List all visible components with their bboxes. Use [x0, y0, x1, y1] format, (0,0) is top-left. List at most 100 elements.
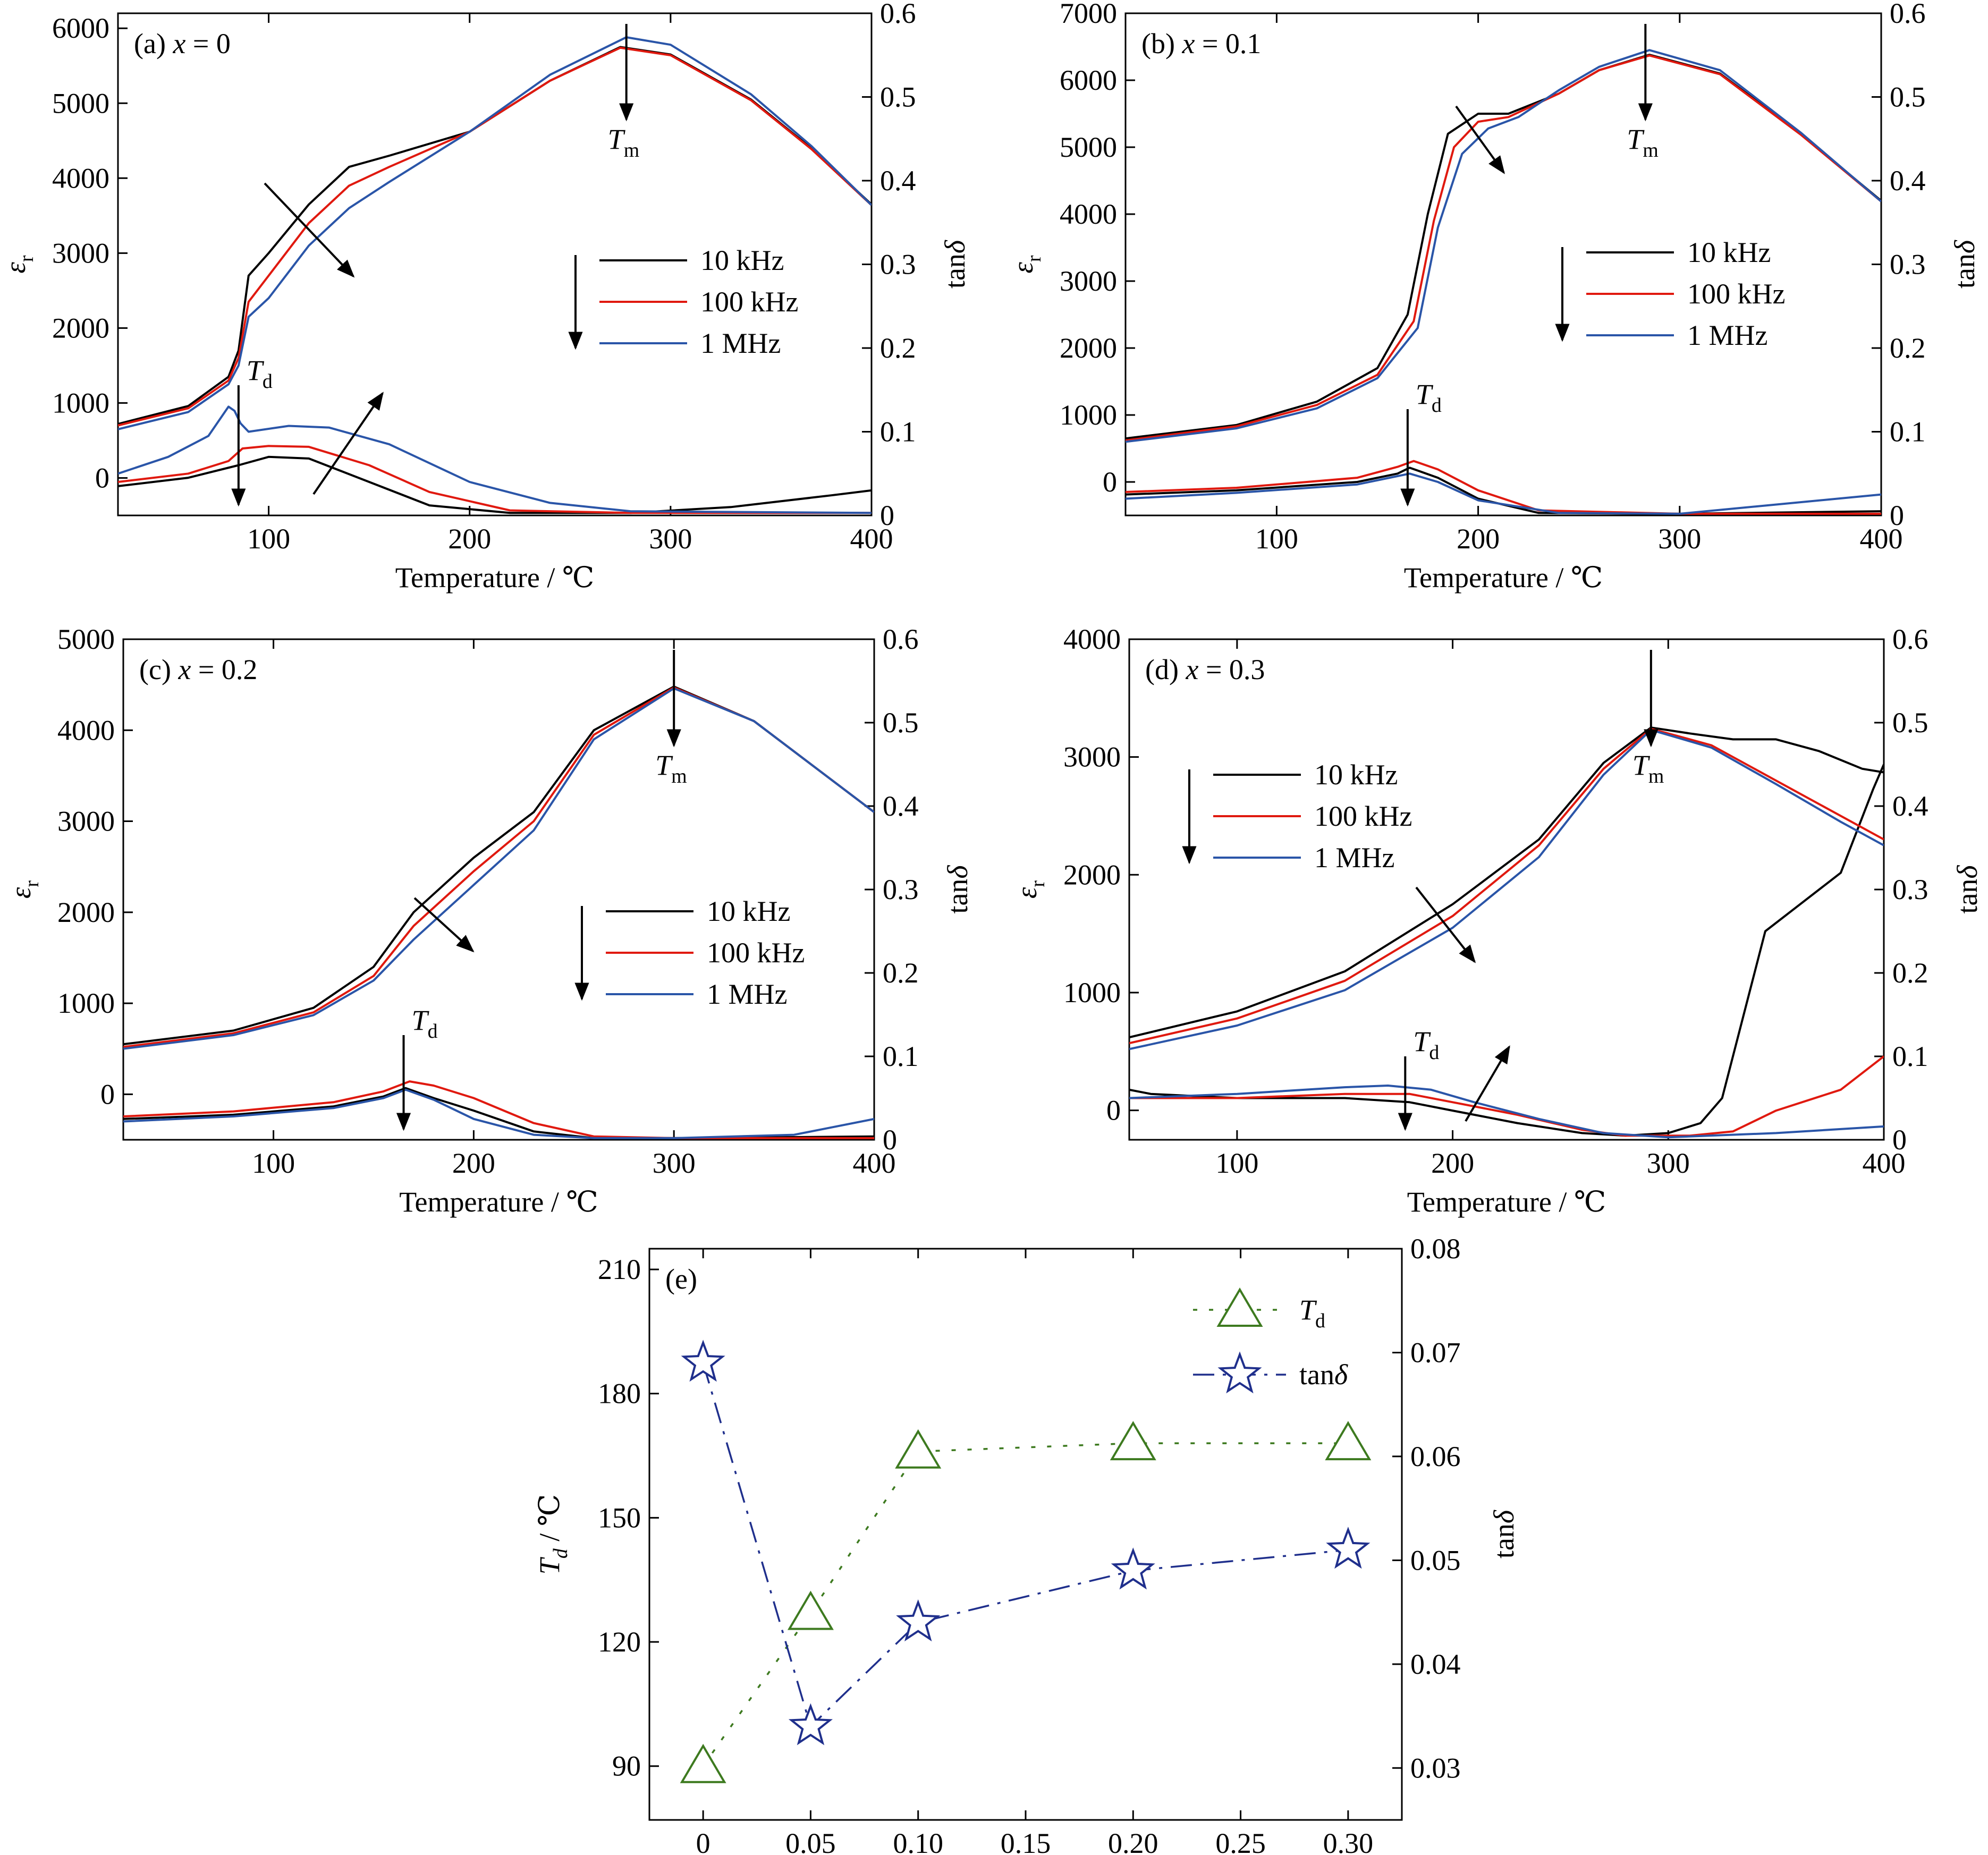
y-tick-label-right: 0.05	[1410, 1544, 1461, 1576]
tan-series-1-MHz	[118, 405, 872, 514]
y-tick-label-right: 0	[883, 1124, 897, 1156]
legend-label: tanδ	[1299, 1359, 1348, 1391]
series-group	[1126, 49, 1881, 515]
y-tick-label-right: 0.06	[1410, 1441, 1461, 1472]
y-tick-label-left: 5000	[57, 623, 115, 655]
y-tick-label-right: 0.4	[880, 165, 916, 197]
panel-label: (a) x = 0	[134, 28, 231, 60]
y-tick-label-left: 7000	[1060, 0, 1117, 29]
x-tick-label: 200	[1431, 1147, 1474, 1179]
td-point	[787, 1590, 834, 1630]
y-tick-label-left: 1000	[1060, 399, 1117, 431]
panel-label: (c) x = 0.2	[139, 654, 257, 685]
y-tick-label-left: 5000	[1060, 131, 1117, 163]
y-tick-label-right: 0.6	[1892, 623, 1928, 655]
eps-series-1-MHz	[1126, 49, 1881, 443]
y-tick-label-right: 0.4	[1892, 790, 1928, 822]
x-axis-label: Temperature / ℃	[1407, 1186, 1606, 1218]
y-axis-label-left: εr	[1007, 255, 1045, 273]
y-axis-label-right: tanδ	[942, 865, 974, 914]
y-tick-label-left: 90	[612, 1750, 641, 1782]
x-tick-label: 400	[1860, 523, 1903, 555]
y-tick-label-right: 0.5	[1890, 81, 1926, 113]
y-tick-label-left: 1000	[52, 387, 109, 419]
trend-arrow	[1415, 886, 1476, 963]
series-group	[118, 36, 872, 514]
y-axis-label-right: tanδ	[939, 240, 971, 289]
tan-series-1-MHz	[123, 1088, 874, 1139]
y-tick-label-right: 0.4	[883, 790, 919, 822]
eps-series-100-kHz	[1129, 727, 1884, 1045]
legend-marker	[1216, 1288, 1263, 1327]
y-tick-label-right: 0.6	[883, 623, 919, 655]
panel-label: (b) x = 0.1	[1141, 28, 1261, 60]
plot-frame	[648, 1248, 1403, 1821]
y-tick-label-right: 0.2	[1890, 332, 1926, 364]
legend-label: 100 kHz	[1314, 800, 1412, 832]
y-tick-label-right: 0.03	[1410, 1752, 1461, 1784]
legend-label: 1 MHz	[700, 327, 781, 359]
y-axis-label-left: εr	[5, 880, 43, 899]
y-tick-label-right: 0.2	[883, 957, 919, 989]
chart-panel-d: 100 200 300 4000100020003000400000.10.20.30…	[1011, 623, 1983, 1218]
legend-label: 1 MHz	[707, 978, 787, 1010]
y-tick-label-left: 0	[1103, 466, 1117, 498]
eps-series-1-MHz	[1129, 729, 1884, 1051]
x-tick-label: 0.20	[1108, 1827, 1158, 1855]
x-tick-label: 0.10	[893, 1827, 943, 1855]
y-tick-label-left: 0	[1106, 1095, 1121, 1126]
y-tick-label-right: 0.6	[1890, 0, 1926, 29]
y-tick-label-left: 4000	[57, 714, 115, 746]
panel-label: (d) x = 0.3	[1145, 654, 1265, 685]
td-point	[895, 1429, 942, 1469]
x-tick-label: 100	[1255, 523, 1298, 555]
eps-series-1-MHz	[123, 687, 874, 1050]
y-tick-label-right: 0.07	[1410, 1336, 1461, 1368]
x-tick-label: 300	[1647, 1147, 1690, 1179]
tan-series-10-kHz	[123, 1087, 874, 1139]
legend-label: 1 MHz	[1687, 319, 1767, 351]
y-tick-label-left: 4000	[52, 162, 109, 194]
legend-label: 1 MHz	[1314, 842, 1394, 874]
y-tick-label-left: 4000	[1060, 198, 1117, 230]
tan-series-10-kHz	[1126, 467, 1881, 515]
trend-arrow	[1465, 1045, 1510, 1122]
tan-point	[1326, 1527, 1371, 1569]
x-tick-label: 200	[1457, 523, 1500, 555]
y-tick-label-right: 0	[1892, 1124, 1907, 1156]
x-tick-label: 300	[1658, 523, 1701, 555]
tan-series-100-kHz	[1126, 460, 1881, 515]
y-tick-label-left: 4000	[1063, 623, 1121, 655]
td-label: Td	[412, 1004, 438, 1043]
trend-arrow	[413, 897, 475, 953]
tan-series-1-MHz	[1126, 472, 1881, 515]
x-tick-label: 0.25	[1215, 1827, 1266, 1855]
td-point	[1110, 1421, 1156, 1461]
panel-label: (e)	[665, 1263, 697, 1295]
eps-series-100-kHz	[1126, 54, 1881, 442]
y-tick-label-right: 0.3	[880, 249, 916, 281]
tan-point	[788, 1703, 833, 1746]
y-tick-label-left: 3000	[1060, 265, 1117, 297]
legend-marker	[1217, 1351, 1262, 1394]
x-axis-label: Temperature / ℃	[399, 1186, 598, 1218]
plot-frame	[1128, 638, 1885, 1141]
legend-label: 10 kHz	[1687, 236, 1771, 268]
y-tick-label-left: 2000	[1063, 859, 1121, 891]
legend-label: 100 kHz	[1687, 278, 1785, 310]
y-tick-label-left: 6000	[52, 12, 109, 44]
chart-panel-b: 100 200 300 4000100020003000400050006000700…	[1007, 0, 1981, 594]
x-tick-label: 0.30	[1323, 1827, 1374, 1855]
x-tick-label: 200	[452, 1147, 495, 1179]
y-tick-label-left: 180	[598, 1378, 641, 1410]
eps-series-10-kHz	[118, 46, 872, 425]
y-tick-label-right: 0.4	[1890, 165, 1926, 197]
y-tick-label-left: 210	[598, 1253, 641, 1285]
legend-label: 10 kHz	[707, 895, 790, 927]
series-line-star	[702, 1362, 1349, 1729]
td-label: Td	[1413, 1026, 1439, 1064]
y-axis-label-right: tanδ	[1488, 1510, 1520, 1558]
eps-series-100-kHz	[118, 46, 872, 427]
td-point	[1325, 1421, 1372, 1461]
